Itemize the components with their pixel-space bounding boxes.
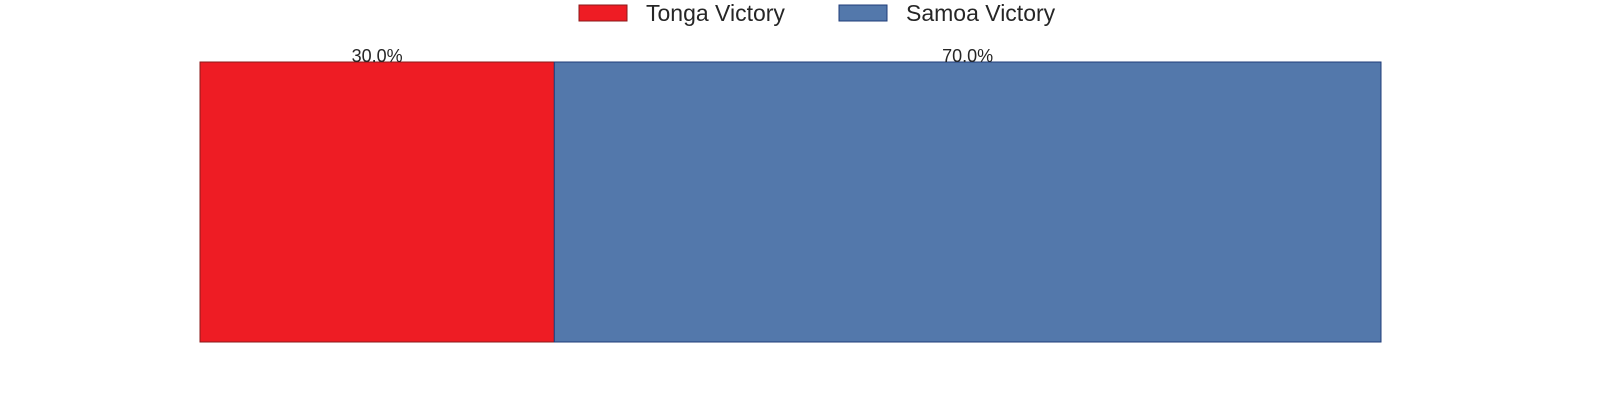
data-label-tonga: 30.0% [352, 46, 403, 66]
legend-label-tonga: Tonga Victory [646, 0, 785, 26]
legend: Tonga Victory Samoa Victory [578, 0, 1056, 26]
bars [199, 61, 1382, 343]
data-label-samoa: 70.0% [942, 46, 993, 66]
bar-segment-tonga [199, 61, 555, 343]
legend-swatch-tonga [578, 4, 628, 22]
legend-label-samoa: Samoa Victory [906, 0, 1056, 26]
data-labels: 30.0% 70.0% [352, 46, 994, 66]
legend-swatch-samoa [838, 4, 888, 22]
bar-segment-samoa [553, 61, 1382, 343]
